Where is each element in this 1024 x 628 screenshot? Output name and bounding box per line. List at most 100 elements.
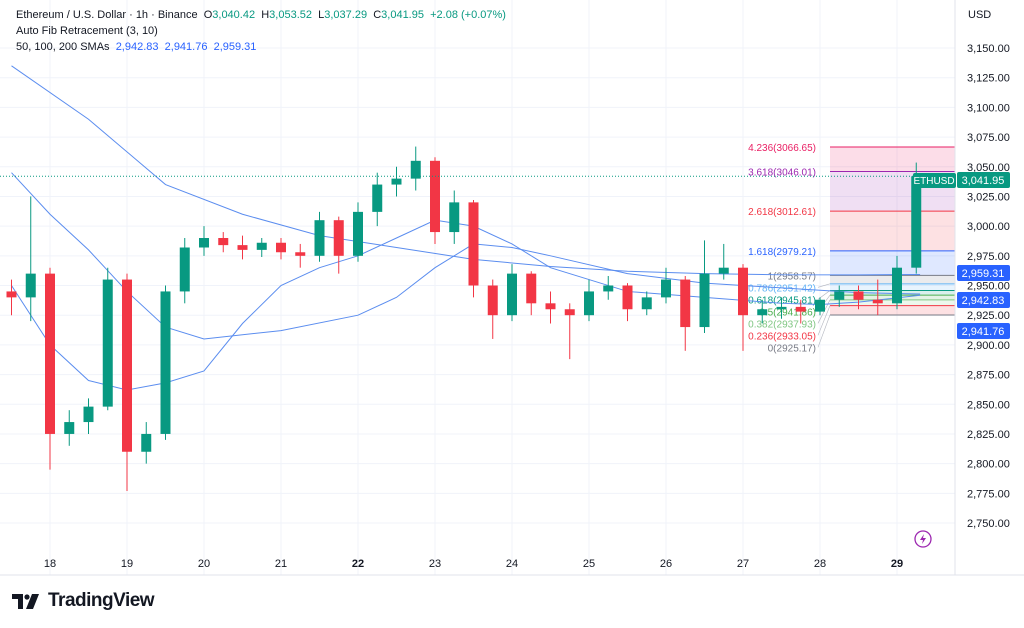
candle-body — [276, 242, 286, 253]
candle-body — [353, 211, 363, 256]
candle-body — [25, 273, 36, 298]
fib-level-label: 0.382(2937.93) — [748, 319, 816, 330]
candle-body — [834, 291, 845, 300]
fib-level-label: 4.236(3066.65) — [748, 143, 816, 154]
price-tick-label: 2,900.00 — [967, 340, 1010, 352]
candle-body — [102, 279, 113, 407]
candle-body — [122, 279, 132, 452]
price-tick-label: 2,750.00 — [967, 518, 1010, 530]
price-tick-label: 2,975.00 — [967, 251, 1010, 263]
fib-zone — [830, 146, 955, 172]
symbol-legend: Ethereum / U.S. Dollar · 1h · Binance O3… — [16, 9, 506, 21]
tradingview-logo: TradingView — [12, 590, 155, 612]
price-tick-label: 2,800.00 — [967, 459, 1010, 471]
candle-body — [603, 285, 614, 292]
lightning-icon[interactable] — [914, 530, 932, 548]
fib-zone — [830, 211, 955, 251]
sma-legend[interactable]: 50, 100, 200 SMAs 2,942.83 2,941.76 2,95… — [16, 41, 256, 53]
candle-body — [6, 291, 17, 298]
date-tick-label: 26 — [660, 558, 672, 570]
price-tick-label: 2,850.00 — [967, 399, 1010, 411]
sma-100-label: 2,942.83 — [962, 295, 1005, 307]
low-label: L — [318, 9, 325, 21]
price-axis[interactable]: 2,750.00 2,775.00 2,800.00 2,825.00 2,850.00… — [967, 43, 1010, 530]
candle-body — [333, 220, 344, 256]
open-label: O — [203, 9, 213, 21]
price-tick-label: 2,825.00 — [967, 429, 1010, 441]
candle-body — [718, 267, 729, 274]
price-tick-label: 2,950.00 — [967, 281, 1010, 293]
date-tick-label: 27 — [737, 558, 749, 570]
sma-200-label: 2,959.31 — [962, 268, 1005, 280]
sma-200-label-bg — [957, 265, 1010, 281]
close-label: C — [373, 9, 382, 21]
candle-body — [757, 309, 768, 316]
ticker-label-bg — [913, 173, 956, 188]
price-labels: ETHUSD 3,041.95 2,959.31 2,942.83 2,941.… — [913, 172, 1010, 339]
brand-name: TradingView — [48, 590, 155, 611]
fib-level-label: 1.618(2979.21) — [748, 247, 816, 258]
sma-50-value: 2,942.83 — [115, 41, 159, 53]
price-tick-label: 2,775.00 — [967, 488, 1010, 500]
open-value: 3,040.42 — [212, 9, 256, 21]
candle-body — [64, 422, 75, 434]
fib-level-label: 2.618(3012.61) — [748, 207, 816, 218]
sma-50-label: 2,941.76 — [962, 326, 1005, 338]
candle-body — [410, 160, 421, 179]
candle-body — [584, 291, 594, 316]
fib-zone — [830, 305, 955, 315]
candle-body — [430, 160, 440, 233]
date-tick-label: 19 — [121, 558, 133, 570]
fib-level-label: 1(2958.57) — [768, 271, 816, 282]
candle-body — [911, 176, 922, 268]
date-tick-label: 20 — [198, 558, 210, 570]
date-tick-label: 21 — [275, 558, 287, 570]
fib-label-leader — [817, 314, 831, 348]
price-tick-label: 3,075.00 — [967, 132, 1010, 144]
candle-body — [853, 291, 864, 300]
candle-body — [680, 279, 691, 328]
candle-body — [141, 433, 152, 452]
fib-level-label: 0.5(2941.86) — [759, 307, 816, 318]
candle-body — [815, 299, 825, 312]
candle-body — [45, 273, 55, 434]
price-tick-label: 3,150.00 — [967, 43, 1010, 55]
candle-body — [892, 267, 902, 304]
currency-label[interactable]: USD — [968, 9, 992, 21]
candle-body — [391, 178, 402, 185]
candle-body — [776, 306, 787, 310]
candle-body — [545, 303, 556, 310]
date-tick-label: 22 — [352, 558, 364, 570]
candle-body — [372, 184, 383, 212]
candle-body — [314, 220, 325, 256]
candle-body — [487, 285, 498, 316]
fib-level-label: 3.618(3046.01) — [748, 167, 816, 178]
sma-100-value: 2,941.76 — [164, 41, 208, 53]
candle-body — [526, 273, 537, 304]
change-value: +2.08 (+0.07%) — [430, 9, 506, 21]
candle-body — [295, 252, 306, 256]
price-tick-label: 3,050.00 — [967, 162, 1010, 174]
price-tick-label: 3,100.00 — [967, 102, 1010, 114]
fib-indicator-legend[interactable]: Auto Fib Retracement (3, 10) — [16, 25, 158, 37]
fib-level-label: 0.236(2933.05) — [748, 331, 816, 342]
candle-body — [468, 202, 479, 286]
candle-body — [237, 245, 248, 250]
candles — [6, 146, 922, 491]
date-tick-label: 25 — [583, 558, 595, 570]
high-label: H — [261, 9, 270, 21]
fib-label-leader — [817, 283, 831, 288]
price-tick-label: 3,125.00 — [967, 73, 1010, 85]
time-axis[interactable]: 18 19 20 21 22 23 24 25 26 27 28 29 — [44, 558, 903, 570]
price-chart[interactable]: 4.236(3066.65) 3.618(3046.01) 2.618(3012.6… — [0, 0, 1024, 580]
candle-body — [218, 238, 229, 246]
last-price-label: 3,041.95 — [962, 175, 1005, 187]
low-value: 3,037.29 — [324, 9, 368, 21]
price-tick-label: 2,875.00 — [967, 370, 1010, 382]
candle-body — [449, 202, 460, 233]
symbol-title: Ethereum / U.S. Dollar · 1h · Binance — [16, 9, 198, 21]
candle-body — [256, 242, 267, 250]
sma-50-label-bg — [957, 323, 1010, 339]
candle-body — [795, 306, 806, 312]
